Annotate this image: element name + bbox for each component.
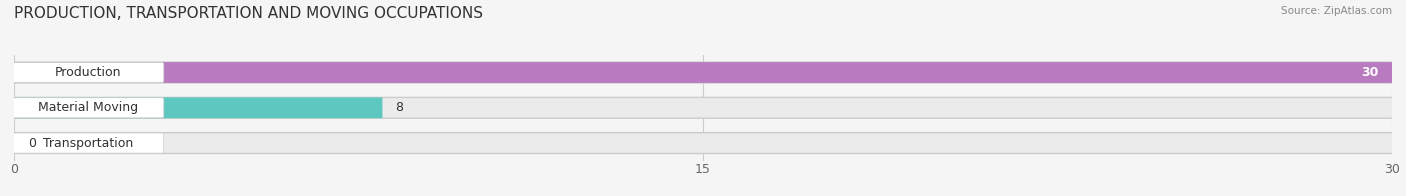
FancyBboxPatch shape: [13, 133, 1393, 153]
Text: 0: 0: [28, 137, 35, 150]
FancyBboxPatch shape: [13, 62, 1393, 83]
Text: Production: Production: [55, 66, 122, 79]
Text: 30: 30: [1361, 66, 1378, 79]
FancyBboxPatch shape: [13, 97, 1393, 118]
FancyBboxPatch shape: [13, 97, 382, 118]
Text: Material Moving: Material Moving: [38, 101, 139, 114]
Text: Source: ZipAtlas.com: Source: ZipAtlas.com: [1281, 6, 1392, 16]
Text: PRODUCTION, TRANSPORTATION AND MOVING OCCUPATIONS: PRODUCTION, TRANSPORTATION AND MOVING OC…: [14, 6, 484, 21]
FancyBboxPatch shape: [13, 98, 163, 118]
FancyBboxPatch shape: [13, 133, 163, 153]
FancyBboxPatch shape: [13, 62, 1393, 83]
Text: Transportation: Transportation: [44, 137, 134, 150]
FancyBboxPatch shape: [13, 63, 163, 83]
Text: 8: 8: [395, 101, 404, 114]
